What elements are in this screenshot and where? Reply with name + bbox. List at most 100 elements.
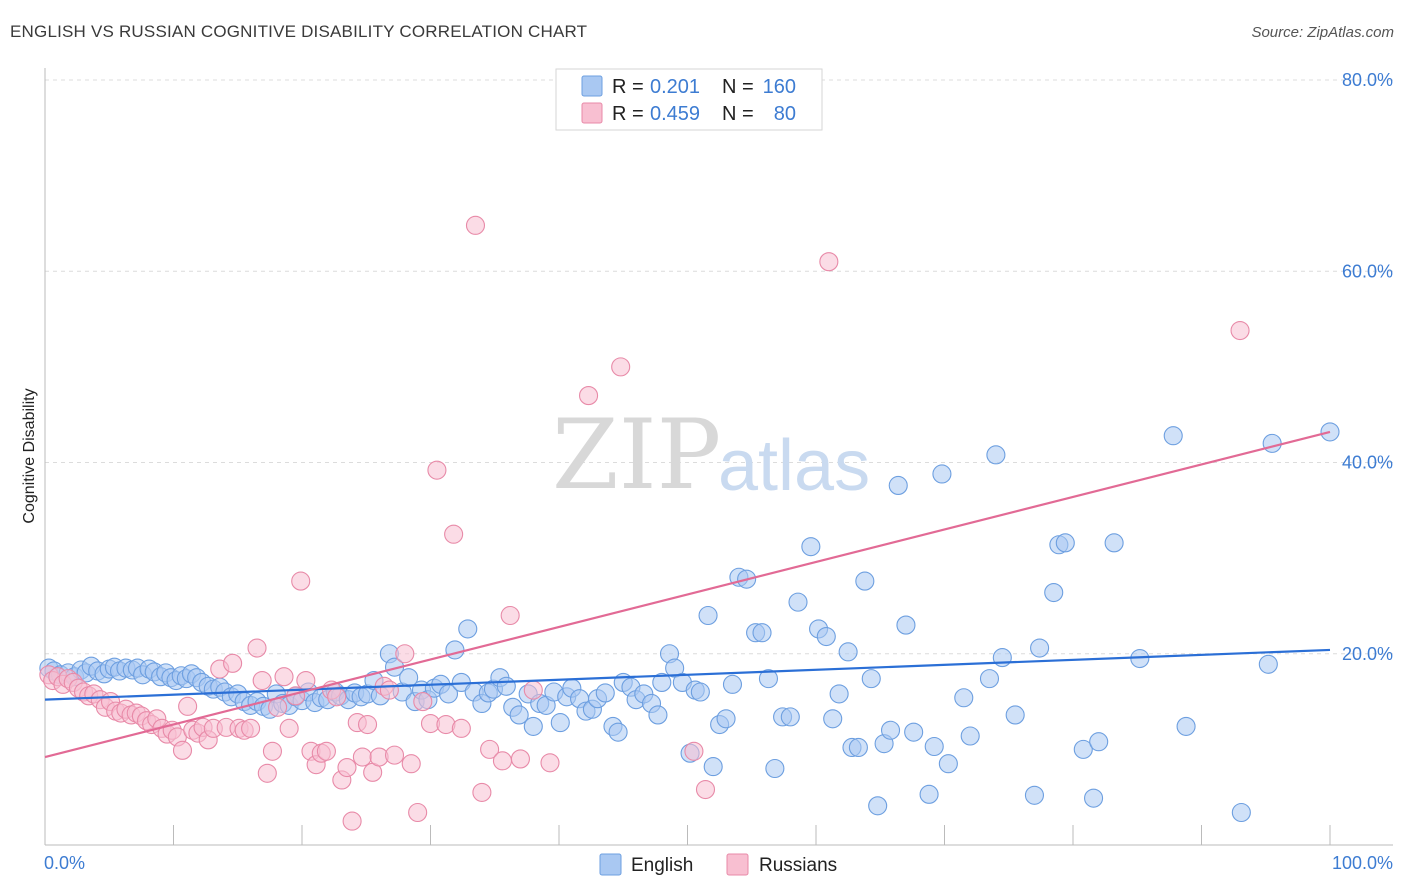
legend-bottom: English Russians	[599, 853, 837, 876]
point-english-114	[758, 669, 779, 689]
point-english-138	[938, 754, 958, 774]
point-english-128	[861, 669, 881, 689]
legend-top: R = 0.201 N = 160 R = 0.459 N = 80	[555, 68, 823, 131]
point-russians-67	[401, 754, 421, 774]
point-russians-35	[223, 653, 243, 673]
point-russians-54	[327, 687, 347, 707]
point-english-155	[1163, 426, 1183, 446]
point-english-91	[608, 722, 628, 742]
point-english-106	[703, 757, 723, 777]
point-russians-74	[451, 718, 471, 738]
legend-english-r-label: R =	[612, 76, 644, 98]
point-english-132	[888, 475, 908, 496]
point-english-152	[1089, 732, 1109, 752]
point-russians-75	[465, 215, 486, 235]
legend-english-n-value: 160	[763, 76, 796, 98]
watermark-zip: ZIP	[552, 399, 721, 511]
point-english-66	[445, 640, 465, 660]
point-english-146	[1030, 638, 1050, 658]
point-russians-45	[279, 718, 299, 738]
point-russians-43	[268, 697, 288, 717]
point-english-97	[648, 705, 668, 725]
point-russians-60	[357, 714, 378, 735]
x-tick-labels: 0.0% 100.0%	[44, 853, 1393, 873]
point-english-105	[698, 605, 718, 626]
point-russians-78	[492, 751, 513, 771]
chart-source: Source: ZipAtlas.com	[1251, 24, 1394, 41]
point-russians-27	[178, 696, 198, 716]
point-russians-38	[241, 718, 261, 738]
point-english-147	[1044, 582, 1064, 603]
point-russians-68	[408, 802, 428, 823]
point-russians-82	[540, 753, 560, 773]
legend-russians-r-value: 0.459	[650, 103, 700, 125]
point-english-122	[823, 709, 843, 729]
point-english-82	[550, 713, 570, 733]
point-russians-59	[352, 747, 372, 767]
point-russians-40	[252, 670, 272, 691]
point-english-108	[716, 709, 736, 729]
legend-bottom-english-swatch	[599, 853, 622, 876]
point-english-133	[896, 615, 916, 635]
legend-english-n-label: N =	[722, 76, 754, 98]
point-russians-47	[291, 571, 311, 591]
x-tick-label-left: 0.0%	[44, 853, 85, 873]
point-russians-73	[444, 524, 464, 544]
point-english-141	[979, 669, 1000, 689]
point-english-89	[595, 683, 615, 703]
point-english-139	[954, 688, 974, 708]
point-english-159	[1262, 433, 1282, 453]
point-russians-48	[296, 670, 316, 691]
point-english-118	[788, 592, 808, 612]
legend-russians-r-label: R =	[612, 103, 644, 125]
legend-russians-swatch	[581, 102, 603, 124]
point-english-145	[1024, 785, 1044, 805]
point-russians-81	[523, 680, 543, 700]
point-english-98	[652, 672, 672, 692]
legend-bottom-english-label: English	[631, 855, 693, 876]
point-english-131	[880, 720, 901, 740]
point-russians-83	[579, 386, 599, 406]
y-tick-labels: 20.0% 40.0% 60.0% 80.0%	[1342, 70, 1393, 664]
point-russians-57	[342, 811, 362, 831]
y-tick-label-40: 40.0%	[1342, 453, 1393, 473]
point-english-158	[1258, 654, 1278, 674]
legend-russians-n-value: 80	[774, 103, 796, 125]
point-russians-76	[472, 782, 492, 802]
point-russians-87	[819, 252, 839, 272]
point-russians-66	[395, 644, 415, 664]
point-russians-41	[257, 763, 277, 783]
point-english-151	[1084, 788, 1104, 808]
trend-line-russians	[44, 430, 1331, 759]
grid-lines	[45, 79, 1393, 655]
y-axis-label: Cognitive Disability	[21, 388, 38, 523]
point-english-104	[690, 682, 710, 702]
legend-bottom-russians-label: Russians	[759, 855, 837, 876]
point-russians-80	[510, 749, 531, 769]
point-english-113	[752, 623, 772, 643]
point-english-129	[868, 796, 888, 816]
point-russians-69	[413, 692, 433, 712]
point-english-78	[523, 716, 543, 736]
point-russians-88	[1230, 320, 1250, 341]
point-english-144	[1005, 705, 1025, 725]
point-russians-86	[695, 779, 716, 800]
point-russians-42	[262, 741, 282, 761]
point-english-136	[924, 736, 944, 757]
point-russians-26	[172, 740, 193, 760]
point-english-157	[1231, 802, 1251, 823]
point-english-127	[855, 571, 875, 591]
point-russians-77	[480, 739, 500, 759]
point-english-115	[765, 758, 785, 779]
point-english-156	[1176, 716, 1196, 736]
point-english-68	[458, 619, 478, 639]
point-english-119	[801, 537, 821, 557]
point-english-134	[904, 722, 924, 742]
legend-english-swatch	[581, 75, 603, 97]
y-tick-label-80: 80.0%	[1342, 70, 1393, 90]
point-english-150	[1073, 739, 1093, 759]
watermark-atlas: atlas	[718, 426, 870, 506]
data-points	[39, 215, 1340, 831]
legend-bottom-russians-swatch	[726, 853, 749, 876]
point-english-121	[816, 626, 836, 647]
